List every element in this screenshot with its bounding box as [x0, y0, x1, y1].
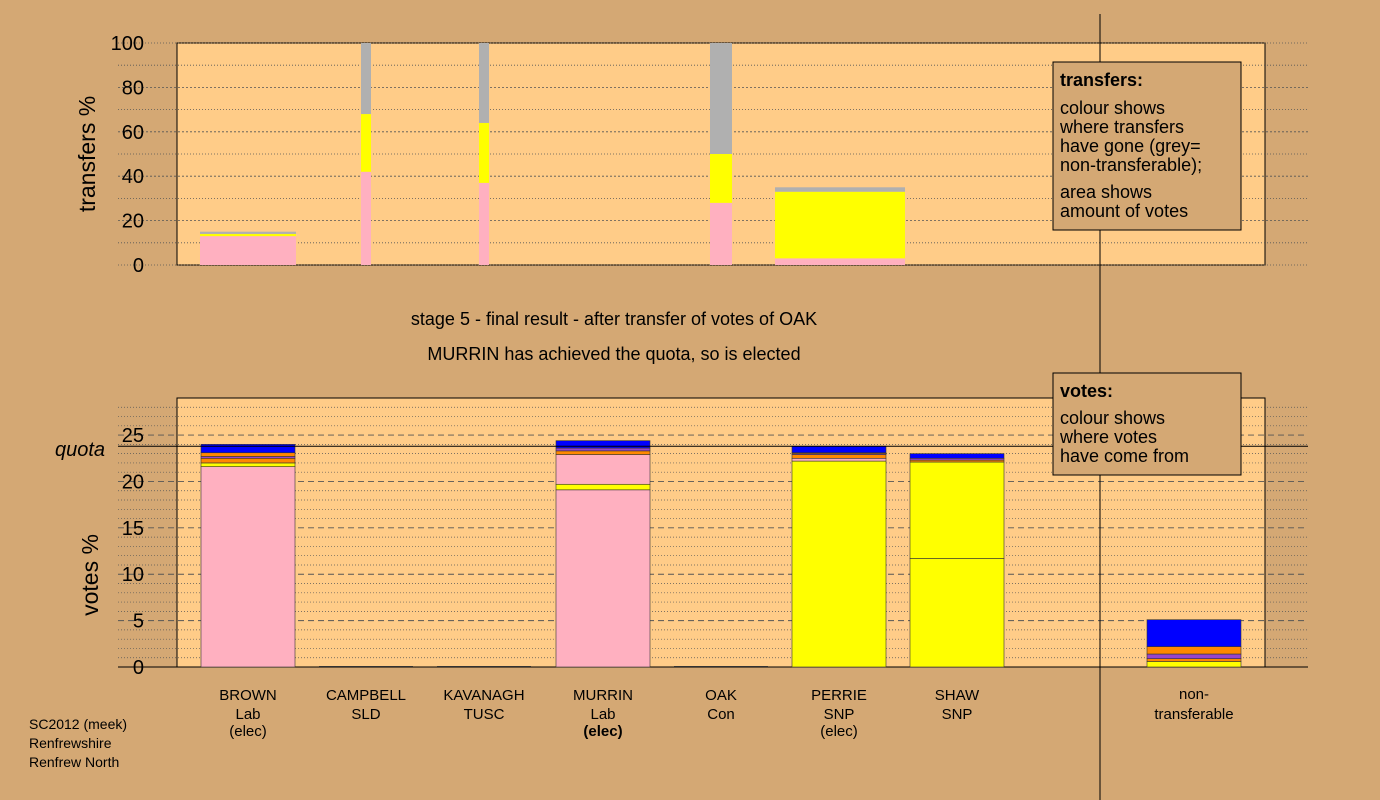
transfers-legend-title: transfers: [1060, 70, 1143, 90]
footer-ward: Renfrew North [29, 754, 119, 770]
footer-system: SC2012 (meek) [29, 716, 127, 732]
nontransferable-label: non- [1179, 686, 1209, 703]
transfer-segment-pink [479, 182, 489, 265]
candidate-party: Lab [235, 706, 260, 723]
transfers-legend-line: non-transferable); [1060, 155, 1202, 175]
transfers-legend-line: have gone (grey= [1060, 136, 1201, 156]
votes-y-tick-label: 20 [122, 471, 144, 493]
votes-y-tick-label: 15 [122, 518, 144, 540]
vote-bar-segment-pink [791, 457, 887, 462]
transfers-y-tick-label: 80 [122, 77, 144, 99]
candidate-status: (elec) [820, 723, 858, 740]
transfers-legend-box [1052, 61, 1242, 231]
nontransferable-bar-segment-orange [1146, 658, 1242, 662]
candidate-name: PERRIE [811, 687, 867, 704]
candidate-name: BROWN [219, 687, 277, 704]
candidate-party: TUSC [464, 706, 505, 723]
votes-y-axis-label: votes % [77, 534, 103, 616]
transfer-segment-pink [710, 202, 732, 265]
transfer-segment-yellow [200, 233, 296, 237]
vote-bar-segment-pink [555, 454, 651, 485]
votes-gridlines [118, 406, 1308, 668]
transfers-y-tick-label: 40 [122, 166, 144, 188]
transfers-legend: transfers: colour shows where transfers … [1052, 61, 1242, 231]
votes-bars [200, 440, 1242, 668]
transfers-y-tick-label: 60 [122, 122, 144, 144]
vote-bar-segment-yellow [909, 558, 1005, 668]
candidate-name: SHAW [935, 687, 980, 704]
transfers-bars [200, 43, 905, 265]
nontransferable-bar-segment-yellow [1146, 661, 1242, 668]
vote-bar-segment-yellow [200, 462, 296, 467]
candidate-party: Con [707, 706, 735, 723]
votes-legend-line: where votes [1059, 427, 1157, 447]
votes-legend: votes: colour shows where votes have com… [1052, 372, 1242, 476]
nontransferable-bar-segment-blue [1146, 619, 1242, 647]
quota-label: quota [55, 439, 105, 461]
transfers-y-axis-label: transfers % [74, 96, 100, 212]
transfers-y-ticks: 0 20 40 60 80 100 [111, 33, 144, 277]
votes-legend-title: votes: [1060, 381, 1113, 401]
votes-y-tick-label: 25 [122, 425, 144, 447]
transfer-segment-pink [361, 171, 371, 265]
candidate-party: SNP [942, 706, 973, 723]
vote-bar-segment-orange [555, 450, 651, 455]
votes-y-tick-label: 10 [122, 564, 144, 586]
transfers-legend-line: area shows [1060, 182, 1152, 202]
candidate-name: MURRIN [573, 687, 633, 704]
vote-bar-segment-orange [200, 457, 296, 464]
transfer-segment-yellow [710, 154, 732, 203]
candidate-party: Lab [590, 706, 615, 723]
candidate-labels: BROWNLab(elec)CAMPBELLSLDKAVANAGHTUSCMUR… [219, 686, 1233, 740]
vote-bar-segment-blue [555, 440, 651, 449]
vote-bar-segment-orange [200, 452, 296, 457]
candidate-party: SLD [351, 706, 380, 723]
stage-caption: stage 5 - final result - after transfer … [411, 309, 817, 329]
transfers-y-tick-label: 0 [133, 255, 144, 277]
vote-bar-segment-blue [909, 453, 1005, 459]
transfers-y-tick-label: 20 [122, 211, 144, 233]
nontransferable-bar-segment-orange [1146, 646, 1242, 655]
votes-y-tick-label: 0 [133, 657, 144, 679]
vote-bar-segment-yellow [555, 483, 651, 491]
vote-bar-segment-yellow [909, 461, 1005, 559]
transfer-segment-pink [200, 236, 296, 265]
transfer-segment-yellow [361, 114, 371, 172]
transfer-segment-yellow [479, 122, 489, 183]
transfer-segment-yellow [775, 191, 905, 259]
candidate-name: KAVANAGH [443, 687, 524, 704]
candidate-status: (elec) [229, 723, 267, 740]
vote-bar-segment-orange [791, 454, 887, 459]
vote-bar-segment-pink [555, 489, 651, 668]
votes-legend-box [1052, 372, 1242, 476]
votes-y-tick-label: 5 [133, 611, 144, 633]
transfer-segment-grey [479, 43, 489, 123]
transfers-legend-line: amount of votes [1060, 201, 1188, 221]
vote-bar-segment-blue [200, 444, 296, 454]
nontransferable-label: transferable [1154, 706, 1233, 723]
votes-legend-line: have come from [1060, 446, 1189, 466]
transfer-segment-grey [710, 43, 732, 154]
result-caption: MURRIN has achieved the quota, so is ele… [427, 344, 800, 364]
footer-council: Renfrewshire [29, 735, 112, 751]
candidate-name: OAK [705, 687, 737, 704]
vote-bar-segment-blue [791, 445, 887, 454]
candidate-name: CAMPBELL [326, 687, 406, 704]
vote-bar-segment-purple [555, 447, 651, 452]
transfer-segment-pink [775, 258, 905, 265]
votes-legend-line: colour shows [1060, 408, 1165, 428]
transfers-y-tick-label: 100 [111, 33, 144, 55]
transfer-segment-grey [361, 43, 371, 115]
candidate-party: SNP [824, 706, 855, 723]
votes-y-ticks: 0 5 10 15 20 25 [122, 425, 144, 679]
candidate-status: (elec) [583, 723, 622, 740]
vote-bar-segment-yellow [791, 460, 887, 668]
transfer-segment-grey [775, 187, 905, 192]
vote-bar-segment-pink [200, 466, 296, 668]
nontransferable-bar-segment-purple [1146, 653, 1242, 659]
transfers-legend-line: where transfers [1059, 117, 1184, 137]
transfers-legend-line: colour shows [1060, 98, 1165, 118]
transfer-segment-grey [200, 231, 296, 234]
